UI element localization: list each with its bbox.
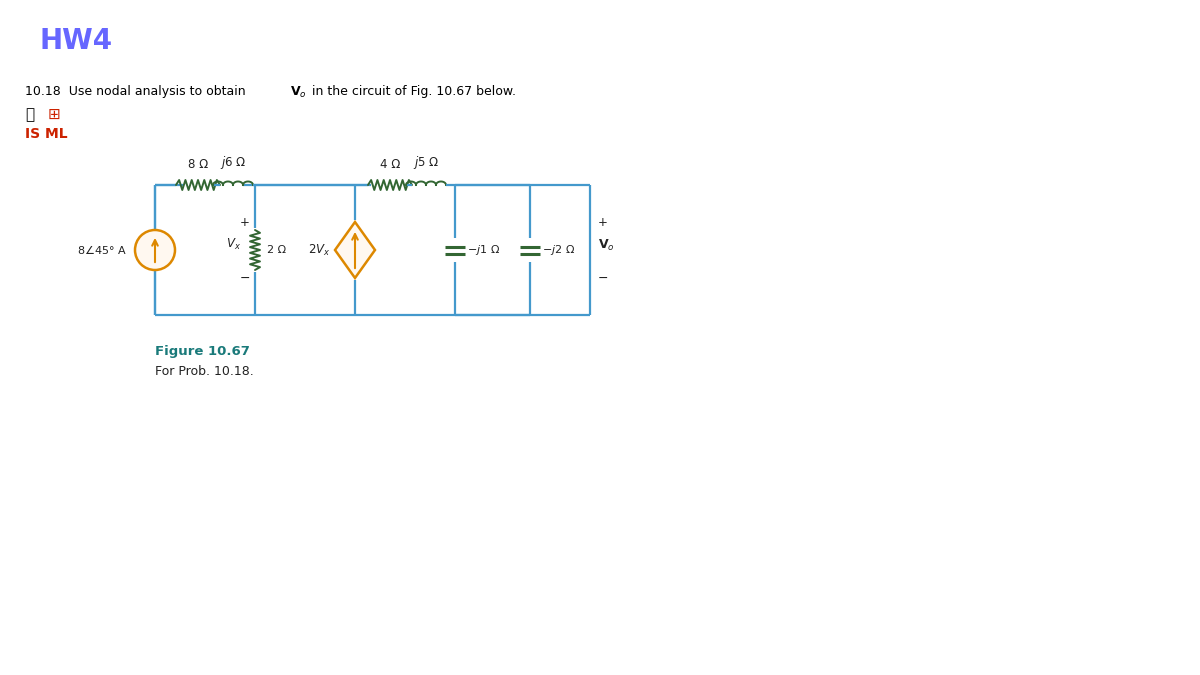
Text: $\mathbf{V}_o$: $\mathbf{V}_o$ — [290, 85, 307, 100]
Text: $-j$2 Ω: $-j$2 Ω — [542, 243, 575, 257]
Text: $j$5 Ω: $j$5 Ω — [413, 154, 439, 171]
Text: $\mathbf{V}_o$: $\mathbf{V}_o$ — [598, 238, 614, 252]
Text: $j$6 Ω: $j$6 Ω — [220, 154, 246, 171]
Text: $V_x$: $V_x$ — [226, 236, 240, 252]
Text: ⊞: ⊞ — [48, 107, 61, 122]
Text: For Prob. 10.18.: For Prob. 10.18. — [155, 365, 253, 378]
Text: +: + — [240, 215, 250, 229]
Text: in the circuit of Fig. 10.67 below.: in the circuit of Fig. 10.67 below. — [308, 85, 516, 98]
Text: 8 Ω: 8 Ω — [188, 158, 208, 171]
Text: 8$\angle$45° A: 8$\angle$45° A — [77, 244, 127, 256]
Text: Figure 10.67: Figure 10.67 — [155, 345, 250, 358]
Circle shape — [134, 230, 175, 270]
Polygon shape — [335, 222, 374, 278]
Text: $-j$1 Ω: $-j$1 Ω — [467, 243, 500, 257]
Text: HW4: HW4 — [40, 27, 113, 55]
Text: −: − — [598, 271, 608, 284]
Text: 10.18  Use nodal analysis to obtain: 10.18 Use nodal analysis to obtain — [25, 85, 250, 98]
Text: −: − — [240, 271, 251, 284]
Text: 🔥: 🔥 — [25, 107, 34, 122]
Text: 4 Ω: 4 Ω — [380, 158, 400, 171]
Text: 2 Ω: 2 Ω — [266, 245, 286, 255]
Text: +: + — [598, 215, 608, 229]
Text: 2$V_x$: 2$V_x$ — [307, 242, 330, 258]
Text: IS ML: IS ML — [25, 127, 67, 141]
